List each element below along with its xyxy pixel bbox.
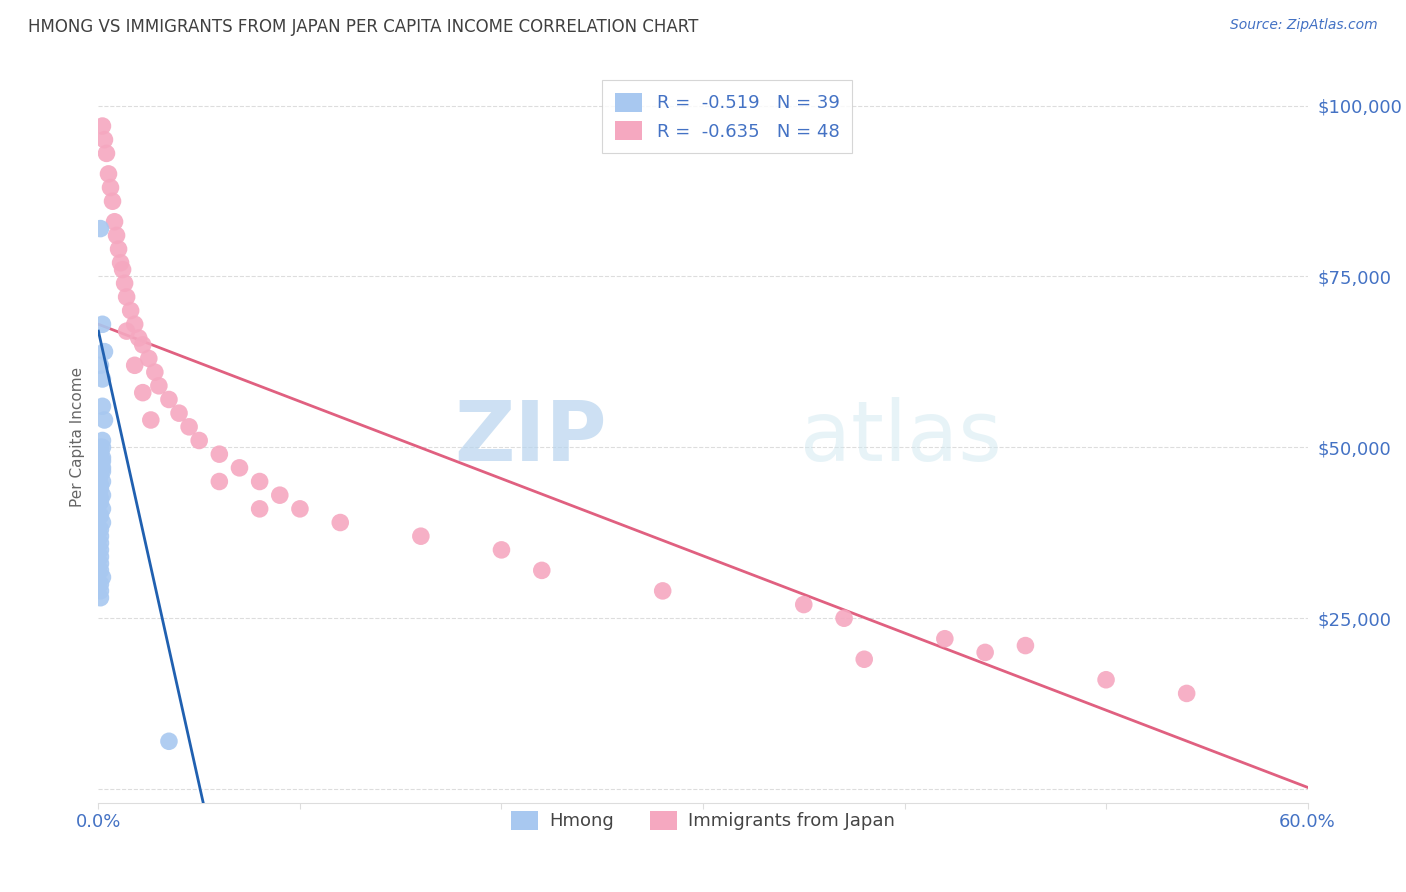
Point [89, 495, 111, 509]
Point [208, 475, 231, 489]
Point [101, 194, 124, 209]
Point [249, 501, 271, 516]
Point [89, 467, 111, 482]
Point [89, 359, 111, 373]
Point [91, 400, 114, 414]
Point [124, 318, 146, 332]
Point [167, 406, 190, 420]
Point [89, 447, 111, 461]
Point [89, 440, 111, 454]
Point [115, 324, 138, 338]
Point [138, 351, 160, 366]
Point [148, 379, 170, 393]
Point [974, 645, 997, 659]
Point [139, 413, 162, 427]
Point [491, 542, 513, 557]
Point [91, 464, 114, 478]
Point [249, 475, 271, 489]
Point [89, 443, 111, 458]
Point [89, 478, 111, 492]
Text: HMONG VS IMMIGRANTS FROM JAPAN PER CAPITA INCOME CORRELATION CHART: HMONG VS IMMIGRANTS FROM JAPAN PER CAPIT… [28, 18, 699, 36]
Point [89, 508, 111, 523]
Point [91, 434, 114, 448]
Point [91, 454, 114, 468]
Point [132, 385, 155, 400]
Point [89, 491, 111, 506]
Point [793, 598, 815, 612]
Point [114, 277, 136, 291]
Point [157, 392, 180, 407]
Point [128, 331, 150, 345]
Point [89, 221, 111, 235]
Point [91, 450, 114, 465]
Point [124, 359, 146, 373]
Point [179, 420, 201, 434]
Point [107, 242, 129, 256]
Point [228, 460, 250, 475]
Point [91, 440, 114, 454]
Point [93, 413, 115, 427]
Y-axis label: Per Capita Income: Per Capita Income [69, 367, 84, 508]
Point [89, 481, 111, 495]
Legend: Hmong, Immigrants from Japan: Hmong, Immigrants from Japan [503, 804, 903, 838]
Point [115, 290, 138, 304]
Point [143, 365, 166, 379]
Point [120, 303, 142, 318]
Point [409, 529, 432, 543]
Text: atlas: atlas [800, 397, 1001, 477]
Point [89, 536, 111, 550]
Point [100, 180, 122, 194]
Point [91, 516, 114, 530]
Point [1014, 639, 1036, 653]
Point [89, 549, 111, 564]
Point [269, 488, 291, 502]
Point [105, 228, 128, 243]
Point [188, 434, 211, 448]
Point [91, 488, 114, 502]
Point [651, 583, 673, 598]
Point [89, 542, 111, 557]
Point [110, 256, 132, 270]
Point [157, 734, 180, 748]
Point [111, 262, 134, 277]
Point [832, 611, 855, 625]
Point [91, 372, 114, 386]
Point [288, 501, 311, 516]
Point [96, 146, 118, 161]
Point [89, 591, 111, 605]
Point [1175, 686, 1198, 700]
Point [1095, 673, 1118, 687]
Point [329, 516, 352, 530]
Text: Source: ZipAtlas.com: Source: ZipAtlas.com [1230, 18, 1378, 32]
Point [97, 167, 120, 181]
Point [208, 447, 231, 461]
Text: ZIP: ZIP [454, 397, 606, 477]
Point [91, 119, 114, 133]
Point [91, 460, 114, 475]
Point [89, 577, 111, 591]
Point [89, 557, 111, 571]
Point [530, 563, 553, 577]
Point [89, 583, 111, 598]
Point [89, 563, 111, 577]
Point [91, 475, 114, 489]
Point [91, 501, 114, 516]
Point [91, 570, 114, 584]
Point [934, 632, 956, 646]
Point [132, 338, 155, 352]
Point [93, 133, 115, 147]
Point [91, 318, 114, 332]
Point [853, 652, 876, 666]
Point [103, 215, 125, 229]
Point [89, 522, 111, 536]
Point [89, 458, 111, 472]
Point [93, 344, 115, 359]
Point [89, 529, 111, 543]
